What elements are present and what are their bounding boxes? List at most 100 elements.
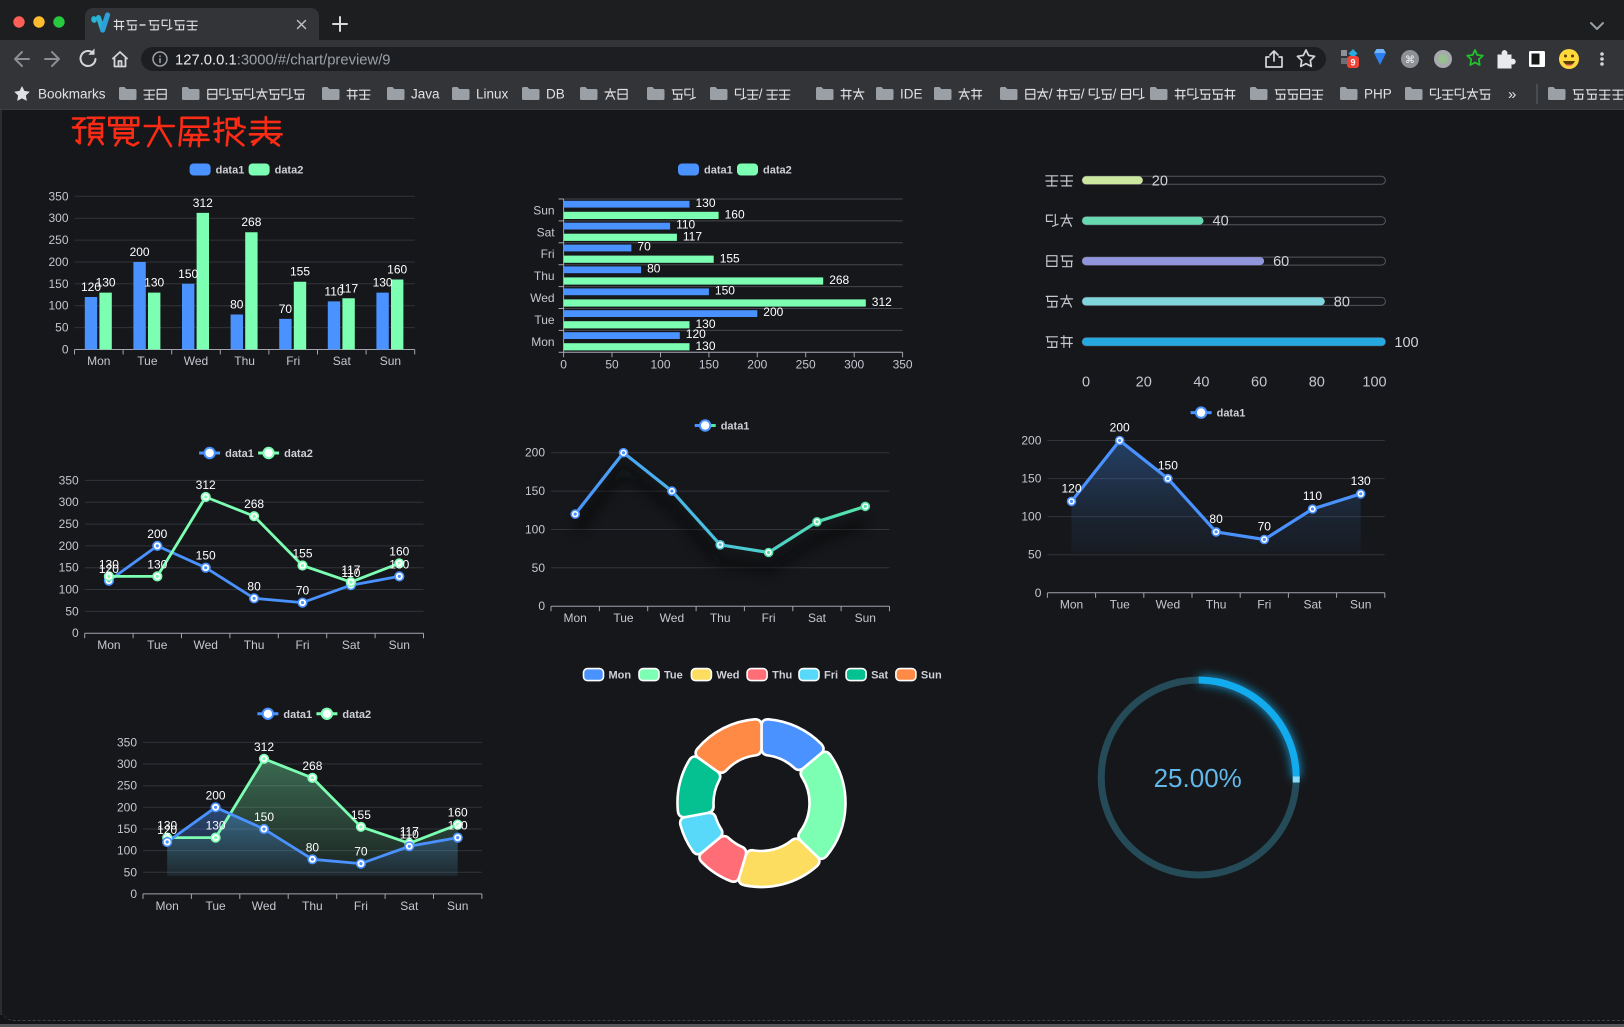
svg-text:40: 40 — [1213, 214, 1229, 230]
svg-text:100: 100 — [1362, 375, 1386, 391]
svg-text:130: 130 — [373, 276, 393, 290]
svg-text:70: 70 — [279, 302, 293, 316]
svg-text:117: 117 — [683, 229, 702, 243]
svg-text:data1: data1 — [225, 448, 254, 460]
svg-text:70: 70 — [637, 240, 651, 254]
svg-text:Sun: Sun — [389, 638, 410, 652]
svg-text:150: 150 — [117, 822, 137, 836]
svg-text:200: 200 — [117, 800, 137, 814]
svg-text:110: 110 — [1303, 489, 1322, 503]
svg-text:Linux: Linux — [476, 87, 509, 102]
svg-text:Tue: Tue — [147, 638, 168, 652]
svg-text:130: 130 — [99, 557, 119, 571]
svg-text:20: 20 — [1152, 173, 1168, 189]
svg-text:300: 300 — [844, 357, 864, 371]
svg-text:312: 312 — [193, 196, 213, 210]
svg-text:127.0.0.1:3000/#/chart/preview: 127.0.0.1:3000/#/chart/preview/9 — [175, 53, 391, 69]
svg-text:150: 150 — [525, 484, 545, 498]
svg-text:200: 200 — [147, 527, 167, 541]
svg-text:117: 117 — [400, 824, 419, 838]
svg-text:Sun: Sun — [533, 203, 554, 217]
svg-text:DB: DB — [546, 87, 565, 102]
svg-text:130: 130 — [1351, 474, 1371, 488]
svg-text:268: 268 — [241, 215, 261, 229]
svg-text:110: 110 — [341, 566, 360, 580]
svg-text:Fri: Fri — [296, 638, 310, 652]
svg-text:80: 80 — [247, 579, 261, 593]
svg-text:60: 60 — [1251, 375, 1267, 391]
svg-text:250: 250 — [117, 779, 137, 793]
svg-text:20: 20 — [1136, 375, 1152, 391]
svg-text:117: 117 — [339, 281, 358, 295]
svg-text:110: 110 — [676, 218, 695, 232]
svg-text:130: 130 — [147, 557, 167, 571]
svg-text:50: 50 — [532, 561, 546, 575]
svg-text:Thu: Thu — [534, 269, 555, 283]
svg-text:312: 312 — [196, 478, 216, 492]
svg-text:50: 50 — [124, 865, 138, 879]
svg-text:80: 80 — [1209, 512, 1223, 526]
svg-text:130: 130 — [206, 819, 226, 833]
svg-text:50: 50 — [55, 321, 69, 335]
svg-text:data1: data1 — [283, 709, 312, 721]
svg-text:130: 130 — [157, 819, 177, 833]
svg-text:Sun: Sun — [921, 670, 942, 682]
svg-text:268: 268 — [244, 497, 264, 511]
svg-text:130: 130 — [448, 819, 468, 833]
svg-text:250: 250 — [796, 357, 816, 371]
svg-text:160: 160 — [725, 208, 745, 222]
svg-text:Sat: Sat — [808, 611, 827, 625]
svg-text:Mon: Mon — [564, 611, 587, 625]
svg-text:Tue: Tue — [534, 313, 555, 327]
svg-text:data1: data1 — [721, 421, 750, 433]
svg-text:Wed: Wed — [1156, 598, 1180, 612]
svg-text:200: 200 — [525, 446, 545, 460]
svg-text:350: 350 — [48, 189, 68, 203]
svg-text:120: 120 — [99, 562, 119, 576]
svg-text:130: 130 — [696, 196, 716, 210]
svg-text:150: 150 — [1158, 459, 1178, 473]
svg-text:Wed: Wed — [252, 899, 276, 913]
svg-text:110: 110 — [400, 827, 419, 841]
svg-text:Sat: Sat — [400, 899, 419, 913]
svg-text:0: 0 — [538, 599, 545, 613]
svg-text:268: 268 — [829, 273, 849, 287]
svg-text:100: 100 — [650, 357, 670, 371]
svg-text:120: 120 — [686, 327, 706, 341]
svg-text:200: 200 — [59, 539, 79, 553]
svg-text:Thu: Thu — [234, 354, 255, 368]
svg-text:110: 110 — [324, 284, 343, 298]
svg-text:Tue: Tue — [205, 899, 226, 913]
svg-text:80: 80 — [647, 261, 661, 275]
svg-text:100: 100 — [1021, 510, 1041, 524]
svg-text:Mon: Mon — [97, 638, 120, 652]
svg-text:130: 130 — [144, 276, 164, 290]
svg-text:IDE: IDE — [900, 87, 923, 102]
svg-text:Thu: Thu — [302, 899, 323, 913]
svg-text:/: / — [1081, 87, 1085, 102]
svg-text:200: 200 — [206, 788, 226, 802]
svg-text:50: 50 — [65, 604, 79, 618]
svg-text:Fri: Fri — [286, 354, 300, 368]
svg-text:120: 120 — [157, 823, 177, 837]
svg-text:Sun: Sun — [447, 899, 468, 913]
svg-text:Mon: Mon — [609, 670, 632, 682]
svg-text:Wed: Wed — [530, 291, 554, 305]
svg-text:Sun: Sun — [380, 354, 401, 368]
svg-text:0: 0 — [1035, 586, 1042, 600]
svg-text:50: 50 — [1028, 548, 1042, 562]
svg-text:Sun: Sun — [855, 611, 876, 625]
svg-text:312: 312 — [254, 740, 274, 754]
svg-text:250: 250 — [59, 517, 79, 531]
svg-text:300: 300 — [59, 495, 79, 509]
svg-text:Tue: Tue — [613, 611, 634, 625]
svg-text:»: » — [1508, 86, 1516, 103]
svg-text:Fri: Fri — [541, 247, 555, 261]
svg-text:350: 350 — [59, 473, 79, 487]
svg-text:0: 0 — [130, 887, 137, 901]
svg-text:60: 60 — [1273, 254, 1289, 270]
svg-text:data2: data2 — [342, 709, 371, 721]
svg-text:data2: data2 — [284, 448, 313, 460]
svg-text:160: 160 — [448, 806, 468, 820]
svg-text:Thu: Thu — [1206, 598, 1227, 612]
